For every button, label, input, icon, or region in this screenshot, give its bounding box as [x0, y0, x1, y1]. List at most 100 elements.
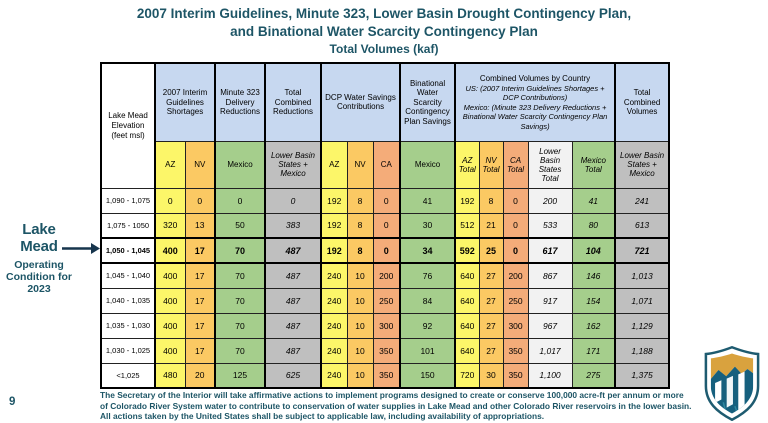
value-cell: 192: [454, 187, 480, 214]
subheader-lbs-mexico: Lower Basin States + Mexico: [264, 140, 322, 189]
value-cell: 1,129: [614, 312, 670, 339]
group-total-combined-reductions: Total Combined Reductions: [264, 62, 322, 142]
value-cell: 512: [454, 212, 480, 239]
value-cell: 10: [346, 337, 374, 364]
value-cell: 1,100: [527, 362, 573, 389]
value-cell: 1,375: [614, 362, 670, 389]
table-row: 1,075 - 1050 320 13 50 383 192 8 0 30 512 21 0 533 80…: [100, 212, 670, 239]
value-cell: 41: [571, 187, 616, 214]
value-cell: 17: [184, 262, 216, 289]
value-cell: 41: [399, 187, 456, 214]
value-cell: 0: [264, 187, 322, 214]
volumes-table: Lake Mead Elevation (feet msl) 2007 Inte…: [100, 62, 671, 389]
value-cell: 867: [527, 262, 573, 289]
value-cell: 592: [454, 237, 480, 264]
value-cell: 80: [571, 212, 616, 239]
table-row: <1,025 480 20 125 625 240 10 350 150 720 30 350 1,10…: [100, 362, 670, 389]
title-line-2: and Binational Water Scarcity Contingenc…: [230, 24, 538, 39]
value-cell: 8: [346, 237, 374, 264]
subheader-az-dcp: AZ: [320, 140, 348, 189]
subheader-lbs-total: Lower Basin States Total: [527, 140, 573, 189]
value-cell: 720: [454, 362, 480, 389]
value-cell: 250: [372, 287, 401, 314]
group-combined-volumes: Combined Volumes by Country US: (2007 In…: [454, 62, 616, 142]
value-cell: 625: [264, 362, 322, 389]
value-cell: 10: [346, 262, 374, 289]
value-cell: 967: [527, 312, 573, 339]
value-cell: 240: [320, 287, 348, 314]
annotation-title: Lake Mead: [20, 221, 58, 255]
elevation-cell: 1,040 - 1,035: [100, 287, 156, 314]
subheader-mexico: Mexico: [214, 140, 266, 189]
subheader-row: AZ NV Mexico Lower Basin States + Mexico…: [101, 140, 670, 189]
value-cell: 533: [527, 212, 573, 239]
value-cell: 240: [320, 312, 348, 339]
value-cell: 480: [154, 362, 186, 389]
value-cell: 400: [154, 237, 186, 264]
value-cell: 350: [372, 362, 401, 389]
value-cell: 275: [571, 362, 616, 389]
value-cell: 0: [502, 237, 529, 264]
value-cell: 0: [372, 237, 401, 264]
value-cell: 70: [214, 237, 266, 264]
table-row: 1,050 - 1,045 400 17 70 487 192 8 0 34 592 25 0 617 1…: [100, 237, 670, 264]
value-cell: 17: [184, 312, 216, 339]
elevation-cell: 1,050 - 1,045: [100, 237, 156, 264]
value-cell: 400: [154, 337, 186, 364]
value-cell: 17: [184, 337, 216, 364]
value-cell: 70: [214, 337, 266, 364]
value-cell: 70: [214, 287, 266, 314]
value-cell: 240: [320, 262, 348, 289]
subheader-mexico-total: Mexico Total: [571, 140, 616, 189]
group-binational-savings: Binational Water Scarcity Contingency Pl…: [399, 62, 456, 142]
value-cell: 50: [214, 212, 266, 239]
subheader-grand-total: Lower Basin States + Mexico: [614, 140, 670, 189]
value-cell: 200: [372, 262, 401, 289]
value-cell: 400: [154, 262, 186, 289]
value-cell: 617: [527, 237, 573, 264]
subheader-az-total: AZ Total: [454, 140, 480, 189]
value-cell: 84: [399, 287, 456, 314]
value-cell: 20: [184, 362, 216, 389]
table-body: 1,090 - 1,075 0 0 0 0 192 8 0 41 192 8 0 200 41 241 1,0…: [100, 187, 670, 389]
value-cell: 240: [320, 362, 348, 389]
subheader-mexico-bwscp: Mexico: [399, 140, 456, 189]
elevation-cell: <1,025: [100, 362, 156, 389]
footer-note: The Secretary of the Interior will take …: [100, 390, 692, 421]
value-cell: 162: [571, 312, 616, 339]
value-cell: 8: [346, 212, 374, 239]
value-cell: 1,017: [527, 337, 573, 364]
value-cell: 300: [372, 312, 401, 339]
value-cell: 400: [154, 287, 186, 314]
bureau-of-reclamation-shield-icon: [704, 346, 760, 421]
table-row: 1,035 - 1,030 400 17 70 487 240 10 300 92 640 27 30…: [100, 312, 670, 339]
subheader-az: AZ: [154, 140, 186, 189]
right-arrow-icon: [62, 243, 100, 254]
value-cell: 1,071: [614, 287, 670, 314]
value-cell: 487: [264, 337, 322, 364]
value-cell: 240: [320, 337, 348, 364]
value-cell: 27: [478, 312, 504, 339]
value-cell: 76: [399, 262, 456, 289]
value-cell: 13: [184, 212, 216, 239]
elevation-cell: 1,045 - 1,040: [100, 262, 156, 289]
group-dcp-savings: DCP Water Savings Contributions: [319, 62, 401, 142]
value-cell: 150: [399, 362, 456, 389]
value-cell: 613: [614, 212, 670, 239]
value-cell: 1,188: [614, 337, 670, 364]
value-cell: 104: [571, 237, 616, 264]
value-cell: 92: [399, 312, 456, 339]
table-row: 1,045 - 1,040 400 17 70 487 240 10 200 76 640 27 20…: [100, 262, 670, 289]
lake-mead-annotation: Lake Mead Operating Condition for 2023: [2, 221, 76, 295]
value-cell: 27: [478, 287, 504, 314]
value-cell: 640: [454, 262, 480, 289]
value-cell: 8: [478, 187, 504, 214]
value-cell: 146: [571, 262, 616, 289]
value-cell: 383: [264, 212, 322, 239]
value-cell: 200: [502, 262, 529, 289]
group-header-row: Lake Mead Elevation (feet msl) 2007 Inte…: [100, 62, 670, 189]
title-subtitle: Total Volumes (kaf): [329, 42, 439, 56]
value-cell: 1,013: [614, 262, 670, 289]
value-cell: 640: [454, 287, 480, 314]
combined-volumes-us-note: US: (2007 Interim Guidelines Shortages +…: [465, 83, 605, 103]
